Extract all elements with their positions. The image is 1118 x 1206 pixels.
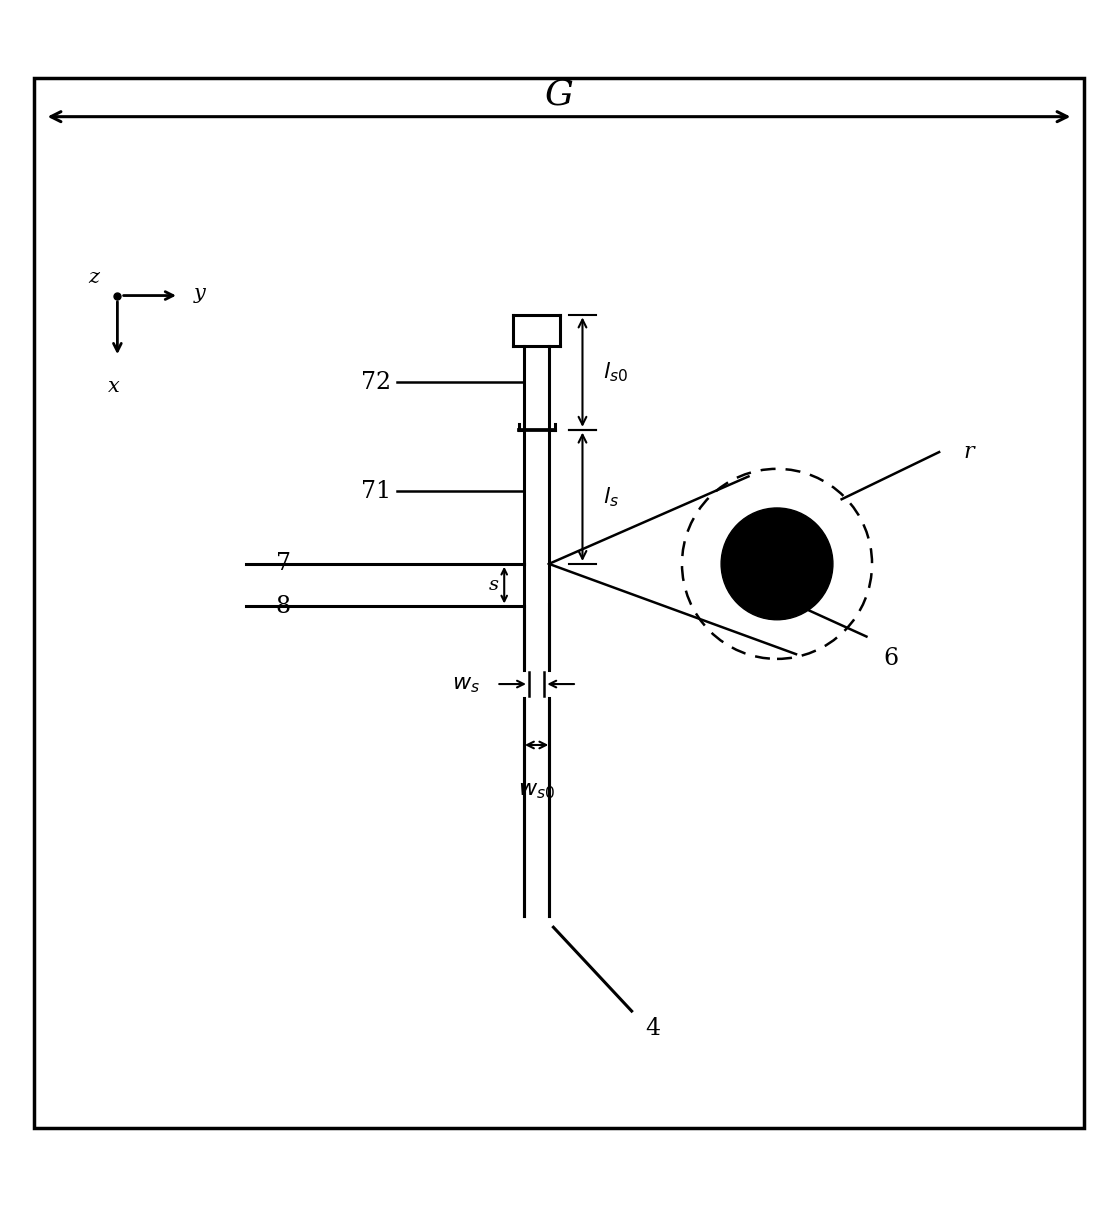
Text: x: x [108, 377, 120, 396]
Text: $w_{s0}$: $w_{s0}$ [518, 779, 556, 801]
Text: s: s [489, 576, 499, 595]
Text: 8: 8 [275, 595, 291, 617]
Text: 71: 71 [361, 480, 391, 503]
Text: 6: 6 [883, 648, 899, 671]
Text: r: r [964, 441, 975, 463]
Text: G: G [544, 77, 574, 111]
Text: 4: 4 [645, 1017, 661, 1040]
Text: $l_{s0}$: $l_{s0}$ [603, 361, 627, 384]
Text: y: y [193, 283, 206, 303]
Text: 72: 72 [361, 370, 391, 393]
Text: 7: 7 [276, 552, 291, 575]
Text: $l_s$: $l_s$ [603, 485, 618, 509]
Text: z: z [88, 268, 100, 287]
Text: $w_s$: $w_s$ [452, 673, 480, 695]
Circle shape [721, 508, 833, 620]
